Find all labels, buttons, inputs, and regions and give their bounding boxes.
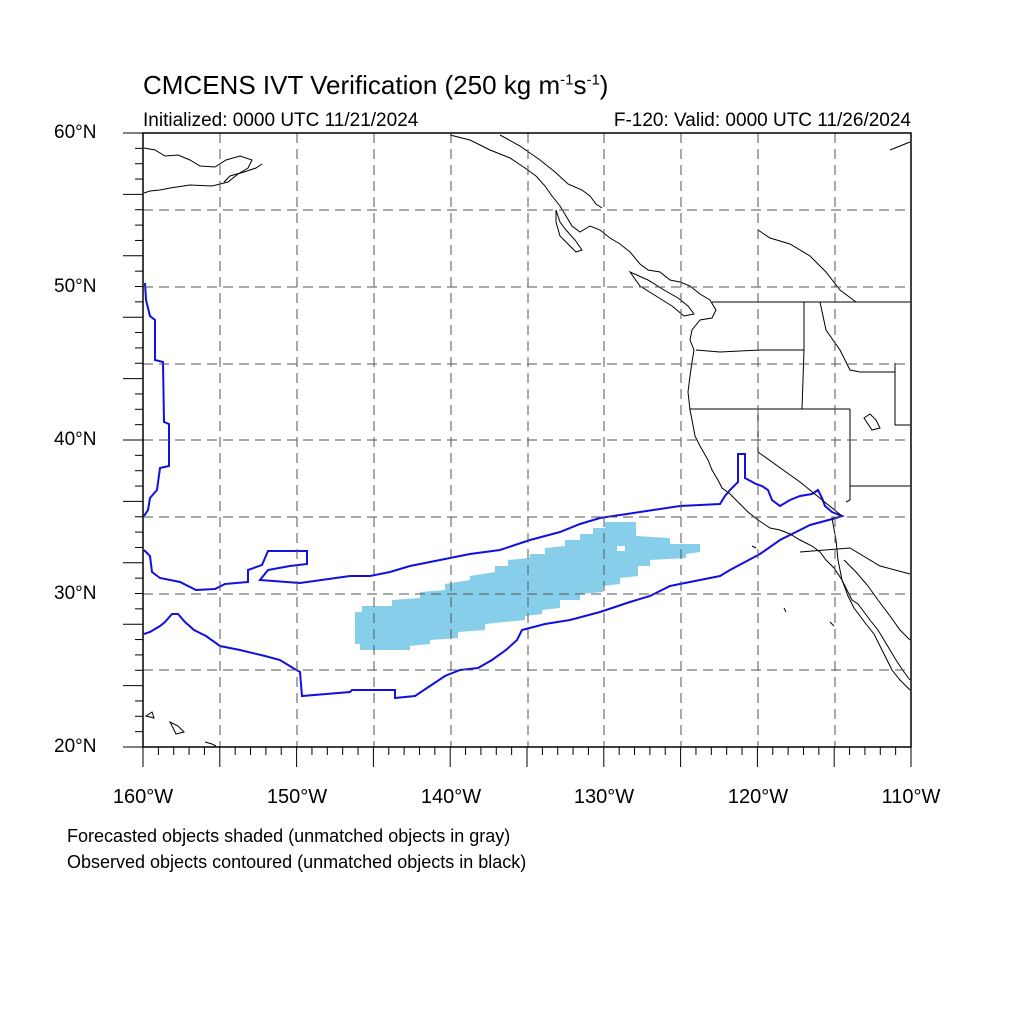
lat-label-20: 20°N — [54, 736, 97, 757]
nv-ut-border — [845, 409, 851, 503]
lat-label-60: 60°N — [54, 122, 97, 143]
lon-label-130w: 130°W — [573, 786, 635, 808]
vancouver-island — [628, 270, 695, 317]
baja-peninsula — [831, 517, 911, 691]
observed-note: Observed objects contoured (unmatched ob… — [67, 852, 527, 872]
mexico-border — [799, 547, 911, 575]
bc-islands — [555, 209, 583, 253]
hawaii-islands — [144, 711, 217, 747]
lon-label-160w: 160°W — [112, 786, 174, 808]
map-title: CMCENS IVT Verification (250 kg m-1s-1) — [143, 70, 609, 100]
lon-label-120w: 120°W — [727, 786, 789, 808]
great-salt-lake — [863, 413, 881, 431]
observed-ivt-contours — [143, 282, 845, 700]
lon-label-110w: 110°W — [881, 786, 941, 808]
lon-label-140w: 140°W — [420, 786, 482, 808]
wa-or-border — [695, 349, 804, 353]
init-time-label: Initialized: 0000 UTC 11/21/2024 — [143, 110, 419, 131]
montana-border — [819, 301, 895, 373]
alaska-panhandle — [499, 134, 603, 209]
observed-contour-west — [143, 282, 170, 517]
lat-label-30: 30°N — [54, 583, 97, 604]
forecast-object-gap — [617, 546, 625, 551]
map-gridlines — [143, 133, 911, 747]
lat-label-50: 50°N — [54, 276, 97, 297]
channel-islands — [751, 545, 835, 627]
observed-contour-main — [143, 453, 845, 700]
canada-interior — [757, 229, 857, 303]
lat-label-40: 40°N — [54, 429, 97, 450]
alaska-coast — [143, 147, 253, 194]
lon-label-150w: 150°W — [266, 786, 328, 808]
ne-coast — [889, 141, 911, 151]
wyoming-border — [894, 363, 910, 426]
gulf-of-california — [843, 559, 911, 641]
ca-nv-border — [757, 409, 843, 517]
axis-ticks — [123, 132, 912, 767]
forecast-note: Forecasted objects shaded (unmatched obj… — [67, 826, 511, 846]
idaho-border — [801, 302, 805, 410]
valid-time-label: F-120: Valid: 0000 UTC 11/26/2024 — [613, 110, 911, 131]
alaska-inlet — [223, 163, 263, 183]
